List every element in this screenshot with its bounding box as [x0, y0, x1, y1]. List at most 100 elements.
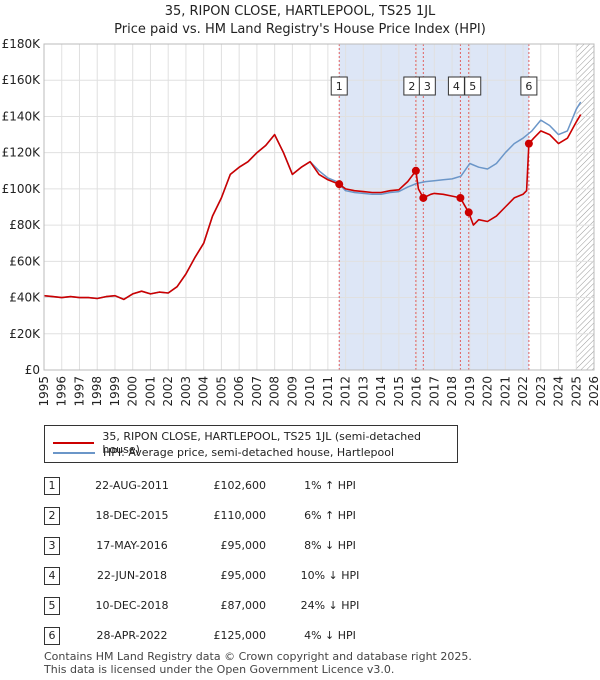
x-tick-label: 1998 [90, 376, 104, 407]
price-chart: £0 £20K £40K £60K £80K £100K £120K £140K £160K £1… [2, 37, 600, 407]
x-tick-label: 2005 [214, 376, 228, 407]
sale-label-box [330, 76, 348, 96]
sale-hpi-diff: 8% ↓ HPI [304, 539, 356, 552]
sale-label-box [418, 76, 436, 96]
x-tick-label: 2013 [356, 376, 370, 407]
legend-item-property: 35, RIPON CLOSE, HARTLEPOOL, TS25 1JL (s… [53, 430, 457, 456]
x-tick-label: 2021 [498, 376, 512, 407]
legend-swatch-hpi [53, 451, 95, 454]
sale-number-badge: 5 [44, 597, 60, 615]
x-tick-label: 2001 [143, 376, 157, 407]
y-tick-label: £60K [9, 254, 41, 268]
table-row: 3 17-MAY-2016 £95,000 8% ↓ HPI [0, 536, 600, 558]
y-tick-label: £20K [9, 327, 41, 341]
sale-label-number: 5 [469, 80, 476, 93]
legend-label-hpi: HPI: Average price, semi-detached house,… [103, 446, 395, 459]
sale-number-badge: 3 [44, 537, 60, 555]
x-tick-label: 2025 [569, 376, 583, 407]
sale-date: 22-JUN-2018 [96, 569, 168, 582]
sale-label-box [520, 76, 538, 96]
chart-subtitle: Price paid vs. HM Land Registry's House … [114, 22, 486, 37]
legend-label-property: 35, RIPON CLOSE, HARTLEPOOL, TS25 1JL (s… [102, 430, 421, 456]
x-tick-label: 2016 [410, 376, 424, 407]
y-tick-label: £140K [2, 109, 42, 123]
table-row: 2 18-DEC-2015 £110,000 6% ↑ HPI [0, 506, 600, 528]
x-tick-label: 2006 [232, 376, 246, 407]
x-tick-label: 1996 [55, 376, 69, 407]
sale-date: 10-DEC-2018 [95, 599, 169, 612]
sale-date: 18-DEC-2015 [95, 509, 169, 522]
x-tick-label: 2007 [250, 376, 264, 407]
sale-date: 17-MAY-2016 [96, 539, 168, 552]
sale-number-badge: 1 [44, 477, 60, 495]
x-tick-label: 2004 [197, 376, 211, 407]
sale-point [456, 193, 465, 202]
sale-label-number: 1 [336, 80, 343, 93]
sale-price: £95,000 [220, 569, 267, 582]
x-tick-label: 2008 [268, 376, 282, 407]
y-tick-label: £120K [2, 146, 42, 160]
x-tick-label: 2026 [587, 376, 600, 407]
footer-license: This data is licensed under the Open Gov… [44, 663, 395, 676]
forecast-hatch [576, 44, 594, 370]
sale-price: £102,600 [213, 479, 267, 492]
y-tick-label: £40K [9, 291, 41, 305]
sale-point [524, 139, 533, 148]
sale-label-box [464, 76, 482, 96]
sale-number-badge: 2 [44, 507, 60, 525]
x-tick-label: 2010 [303, 376, 317, 407]
sale-point [464, 208, 473, 217]
y-tick-label: £180K [2, 37, 42, 51]
x-tick-label: 1997 [72, 376, 86, 407]
y-tick-label: £80K [9, 218, 41, 232]
y-tick-label: £100K [2, 182, 42, 196]
x-tick-label: 2019 [463, 376, 477, 407]
x-tick-label: 2020 [481, 376, 495, 407]
sale-hpi-diff: 6% ↑ HPI [304, 509, 356, 522]
x-tick-label: 2018 [445, 376, 459, 407]
x-tick-label: 2015 [392, 376, 406, 407]
plot-frame [43, 43, 595, 371]
sale-hpi-diff: 4% ↓ HPI [304, 629, 356, 642]
sale-number-badge: 4 [44, 567, 60, 585]
sale-point [411, 166, 420, 175]
x-tick-label: 2012 [339, 376, 353, 407]
footer-copyright: Contains HM Land Registry data © Crown c… [44, 650, 472, 663]
sale-price: £125,000 [213, 629, 267, 642]
table-row: 5 10-DEC-2018 £87,000 24% ↓ HPI [0, 596, 600, 618]
x-tick-label: 2024 [552, 376, 566, 407]
sale-price: £95,000 [220, 539, 267, 552]
x-tick-label: 2011 [321, 376, 335, 407]
sale-point [419, 193, 428, 202]
x-tick-label: 1995 [37, 376, 51, 407]
legend: 35, RIPON CLOSE, HARTLEPOOL, TS25 1JL (s… [44, 425, 458, 463]
x-tick-label: 2003 [179, 376, 193, 407]
sale-date: 28-APR-2022 [96, 629, 168, 642]
legend-swatch-property [53, 442, 95, 444]
chart-title: 35, RIPON CLOSE, HARTLEPOOL, TS25 1JL [164, 4, 436, 19]
sale-hpi-diff: 10% ↓ HPI [300, 569, 360, 582]
sale-hpi-diff: 24% ↓ HPI [300, 599, 360, 612]
table-row: 1 22-AUG-2011 £102,600 1% ↑ HPI [0, 476, 600, 498]
x-tick-label: 2017 [427, 376, 441, 407]
sale-price: £87,000 [220, 599, 267, 612]
table-row: 4 22-JUN-2018 £95,000 10% ↓ HPI [0, 566, 600, 588]
sale-label-number: 6 [525, 80, 532, 93]
y-tick-label: £0 [25, 363, 40, 377]
x-tick-label: 2023 [534, 376, 548, 407]
x-tick-label: 2022 [516, 376, 530, 407]
x-tick-label: 2009 [285, 376, 299, 407]
sale-date: 22-AUG-2011 [95, 479, 169, 492]
sale-hpi-diff: 1% ↑ HPI [304, 479, 356, 492]
x-tick-label: 1999 [108, 376, 122, 407]
y-tick-label: £160K [2, 73, 42, 87]
x-tick-label: 2002 [161, 376, 175, 407]
sale-label-number: 2 [408, 80, 415, 93]
x-tick-label: 2000 [126, 376, 140, 407]
x-tick-label: 2014 [374, 376, 388, 407]
table-row: 6 28-APR-2022 £125,000 4% ↓ HPI [0, 626, 600, 648]
sale-price: £110,000 [213, 509, 267, 522]
legend-item-hpi: HPI: Average price, semi-detached house,… [53, 446, 394, 459]
sale-label-number: 3 [424, 80, 431, 93]
sale-number-badge: 6 [44, 627, 60, 645]
